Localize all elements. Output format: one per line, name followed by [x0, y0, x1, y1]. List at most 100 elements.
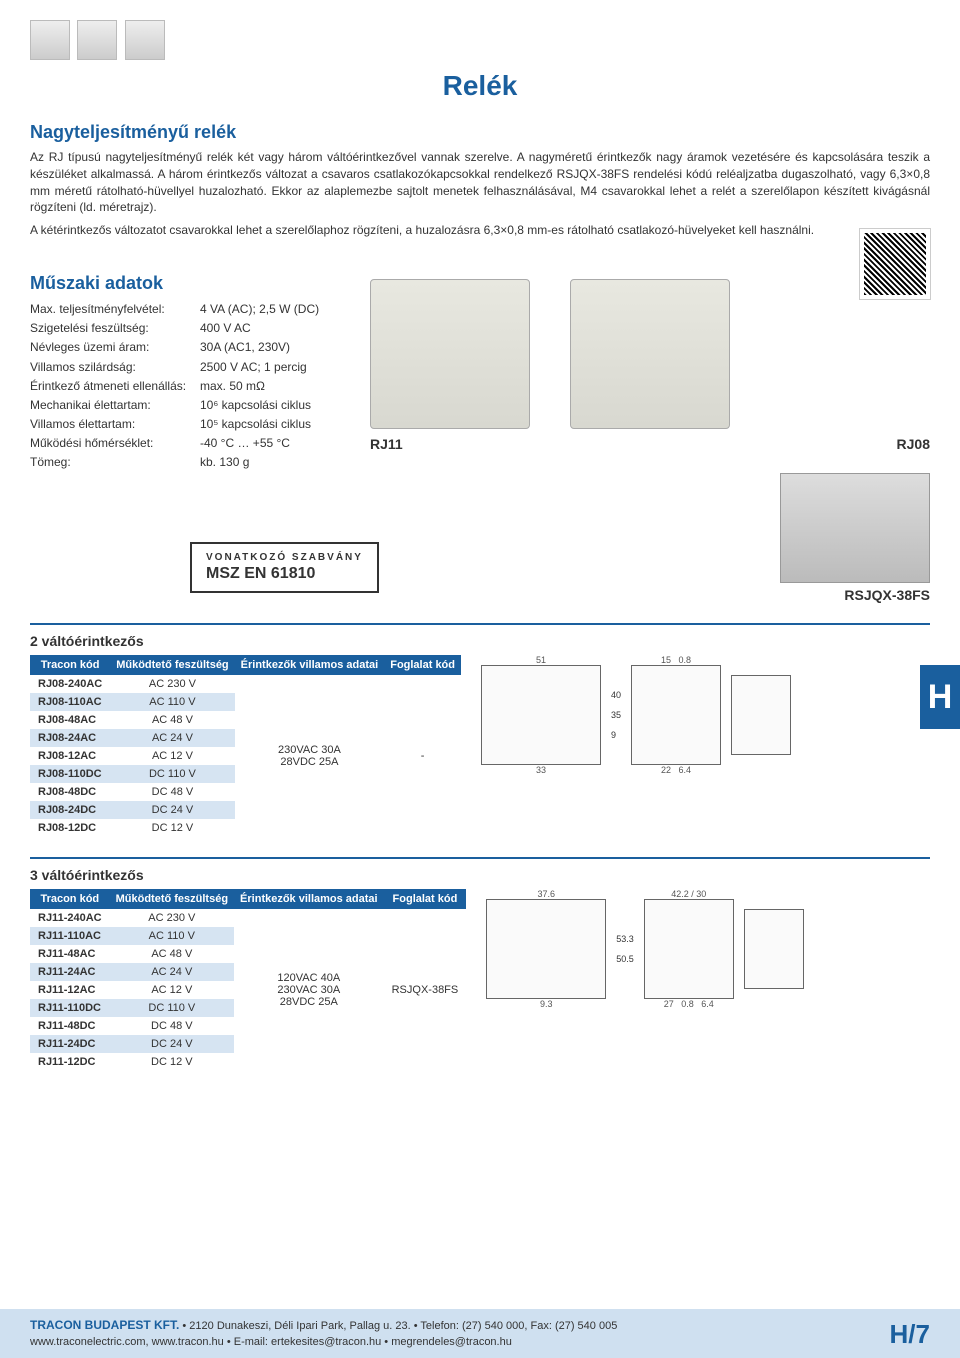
table-header: Működtető feszültség	[110, 889, 234, 909]
standard-label: VONATKOZÓ SZABVÁNY	[206, 552, 363, 563]
dimension-drawings: 37.6 9.3 53.3 50.5 42.2 / 30 27 0.8 6.4	[486, 889, 930, 1009]
section-tab: H	[920, 665, 960, 729]
standard-value: MSZ EN 61810	[206, 565, 363, 583]
tech-heading: Műszaki adatok	[30, 273, 340, 294]
dim-value: 6.4	[701, 999, 714, 1009]
table-header: Tracon kód	[30, 889, 110, 909]
voltage-cell: AC 24 V	[110, 729, 234, 747]
dim-value: 6.4	[679, 765, 692, 775]
table-header: Működtető feszültség	[110, 655, 234, 675]
standard-box: VONATKOZÓ SZABVÁNY MSZ EN 61810	[190, 542, 379, 593]
table-row: RJ08-240ACAC 230 V230VAC 30A 28VDC 25A-	[30, 675, 461, 693]
tech-specs: Műszaki adatok Max. teljesítményfelvétel…	[30, 259, 340, 473]
relay-photo	[370, 279, 530, 429]
dimension-drawing-icon	[486, 899, 606, 999]
spec-value: 10⁶ kapcsolási ciklus	[200, 396, 340, 415]
spec-row: Villamos szilárdság:2500 V AC; 1 percig	[30, 358, 340, 377]
product-code: RJ11-110AC	[30, 927, 110, 945]
product-code: RJ11-12DC	[30, 1053, 110, 1071]
product-thumb-icon	[30, 20, 70, 60]
relay-labels: RJ11 RJ08	[370, 436, 930, 452]
voltage-cell: AC 24 V	[110, 963, 234, 981]
contact-data-cell: 120VAC 40A 230VAC 30A 28VDC 25A	[234, 909, 384, 1071]
table-header: Tracon kód	[30, 655, 110, 675]
dim-value: 53.3	[616, 934, 634, 944]
voltage-cell: AC 12 V	[110, 747, 234, 765]
header-thumbnails	[30, 20, 930, 60]
voltage-cell: AC 230 V	[110, 909, 234, 927]
voltage-cell: AC 230 V	[110, 675, 234, 693]
table-section-2pole: 2 váltóérintkezős Tracon kódMűködtető fe…	[30, 623, 930, 837]
dim-value: 0.8	[679, 655, 692, 665]
voltage-cell: DC 48 V	[110, 1017, 234, 1035]
relay-photo	[570, 279, 730, 429]
page-number: H/7	[890, 1319, 930, 1350]
voltage-cell: DC 12 V	[110, 1053, 234, 1071]
table-header: Érintkezők villamos adatai	[235, 655, 385, 675]
spec-label: Névleges üzemi áram:	[30, 338, 200, 357]
dim-value: 50.5	[616, 954, 634, 964]
voltage-cell: DC 110 V	[110, 765, 234, 783]
dim-value: 15	[661, 655, 671, 665]
footer-contact: www.traconelectric.com, www.tracon.hu • …	[30, 1336, 512, 1348]
dimension-drawing-icon	[644, 899, 734, 999]
spec-row: Szigetelési feszültség:400 V AC	[30, 319, 340, 338]
intro-paragraph: Az RJ típusú nagyteljesítményű relék két…	[30, 149, 930, 216]
table-header: Foglalat kód	[384, 889, 467, 909]
socket-code-cell: RSJQX-38FS	[384, 909, 467, 1071]
product-table-3pole: Tracon kódMűködtető feszültségÉrintkezők…	[30, 889, 466, 1071]
spec-value: 10⁵ kapcsolási ciklus	[200, 415, 340, 434]
table-title: 3 váltóérintkezős	[30, 867, 930, 883]
relay-label-left: RJ11	[370, 436, 403, 452]
product-code: RJ08-48AC	[30, 711, 110, 729]
product-code: RJ11-240AC	[30, 909, 110, 927]
spec-value: -40 °C … +55 °C	[200, 434, 340, 453]
spec-row: Működési hőmérséklet:-40 °C … +55 °C	[30, 434, 340, 453]
dimension-drawing-icon	[631, 665, 721, 765]
spec-value: 30A (AC1, 230V)	[200, 338, 340, 357]
dim-value: 9.3	[540, 999, 553, 1009]
table-header: Érintkezők villamos adatai	[234, 889, 384, 909]
product-code: RJ11-48DC	[30, 1017, 110, 1035]
product-thumb-icon	[125, 20, 165, 60]
dim-value: 30	[696, 889, 706, 899]
page: Relék Nagyteljesítményű relék Az RJ típu…	[0, 0, 960, 1358]
relay-label-right: RJ08	[897, 436, 930, 452]
socket-label: RSJQX-38FS	[780, 587, 930, 603]
product-thumb-icon	[77, 20, 117, 60]
spec-row: Mechanikai élettartam:10⁶ kapcsolási cik…	[30, 396, 340, 415]
spec-value: kb. 130 g	[200, 453, 340, 472]
product-code: RJ08-24DC	[30, 801, 110, 819]
product-code: RJ11-12AC	[30, 981, 110, 999]
dim-value: 35	[611, 710, 621, 720]
voltage-cell: AC 48 V	[110, 711, 234, 729]
tech-data-block: Műszaki adatok Max. teljesítményfelvétel…	[30, 259, 930, 473]
tech-images: RJ11 RJ08	[370, 259, 930, 473]
spec-row: Max. teljesítményfelvétel:4 VA (AC); 2,5…	[30, 300, 340, 319]
spec-row: Tömeg:kb. 130 g	[30, 453, 340, 472]
spec-value: 4 VA (AC); 2,5 W (DC)	[200, 300, 340, 319]
intro-heading: Nagyteljesítményű relék	[30, 122, 930, 143]
pin-diagram-icon	[744, 909, 804, 989]
dim-value: 37.6	[537, 889, 555, 899]
spec-row: Villamos élettartam:10⁵ kapcsolási ciklu…	[30, 415, 340, 434]
page-title: Relék	[30, 70, 930, 102]
table-row: RJ11-240ACAC 230 V120VAC 40A 230VAC 30A …	[30, 909, 466, 927]
spec-label: Tömeg:	[30, 453, 200, 472]
product-code: RJ11-24DC	[30, 1035, 110, 1053]
voltage-cell: DC 48 V	[110, 783, 234, 801]
socket-code-cell: -	[384, 675, 461, 837]
voltage-cell: DC 12 V	[110, 819, 234, 837]
socket-photo	[780, 473, 930, 583]
spec-label: Szigetelési feszültség:	[30, 319, 200, 338]
product-code: RJ08-12DC	[30, 819, 110, 837]
spec-label: Villamos élettartam:	[30, 415, 200, 434]
voltage-cell: DC 24 V	[110, 801, 234, 819]
voltage-cell: DC 24 V	[110, 1035, 234, 1053]
spec-label: Érintkező átmeneti ellenállás:	[30, 377, 200, 396]
product-code: RJ08-24AC	[30, 729, 110, 747]
product-code: RJ11-24AC	[30, 963, 110, 981]
voltage-cell: AC 110 V	[110, 693, 234, 711]
dim-value: 42.2	[671, 889, 689, 899]
page-footer: TRACON BUDAPEST KFT. • 2120 Dunakeszi, D…	[0, 1309, 960, 1358]
